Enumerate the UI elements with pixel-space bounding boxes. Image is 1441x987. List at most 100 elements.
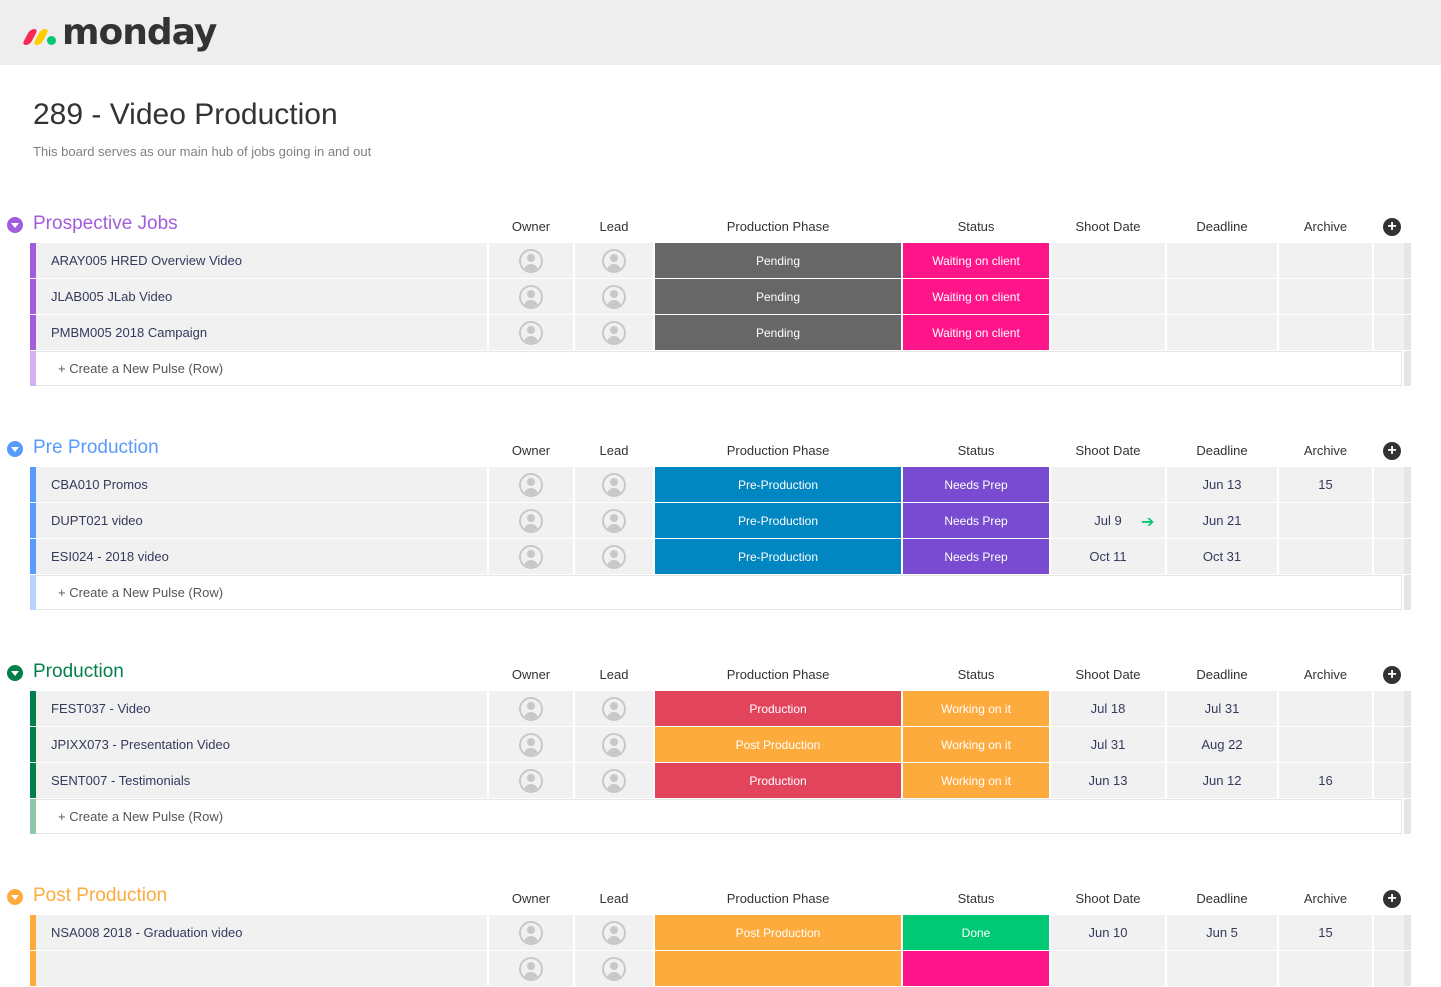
lead-cell[interactable] — [575, 763, 653, 798]
column-header-lead[interactable]: Lead — [599, 443, 629, 458]
deadline-cell[interactable]: Jul 31 — [1167, 691, 1277, 726]
add-column-icon[interactable]: + — [1383, 666, 1401, 684]
production-phase-cell[interactable]: Production — [655, 763, 901, 798]
scrollbar-track[interactable] — [1404, 799, 1411, 834]
production-phase-cell[interactable]: Pre-Production — [655, 467, 901, 502]
group-title[interactable]: Production — [33, 661, 124, 682]
production-phase-cell[interactable]: Pending — [655, 279, 901, 314]
owner-cell[interactable] — [489, 467, 573, 502]
group-collapse-icon[interactable] — [7, 441, 23, 457]
status-cell[interactable]: Needs Prep — [903, 539, 1049, 574]
lead-cell[interactable] — [575, 503, 653, 538]
column-header-status[interactable]: Status — [957, 667, 995, 682]
column-header-owner[interactable]: Owner — [511, 667, 551, 682]
status-cell[interactable]: Working on it — [903, 763, 1049, 798]
column-header-status[interactable]: Status — [957, 443, 995, 458]
column-header-deadline[interactable]: Deadline — [1196, 667, 1248, 682]
pulse-name[interactable]: CBA010 Promos — [36, 467, 487, 502]
shoot-date-cell[interactable]: Jun 10 — [1051, 915, 1165, 950]
status-cell[interactable]: Waiting on client — [903, 279, 1049, 314]
pulse-name[interactable]: FEST037 - Video — [36, 691, 487, 726]
shoot-date-cell[interactable] — [1051, 315, 1165, 350]
owner-cell[interactable] — [489, 539, 573, 574]
pulse-name[interactable]: ARAY005 HRED Overview Video — [36, 243, 487, 278]
add-column-icon[interactable]: + — [1383, 890, 1401, 908]
scrollbar-track[interactable] — [1404, 575, 1411, 610]
column-header-archive[interactable]: Archive — [1303, 667, 1348, 682]
column-header-lead[interactable]: Lead — [599, 667, 629, 682]
lead-cell[interactable] — [575, 951, 653, 986]
archive-cell[interactable] — [1279, 503, 1372, 538]
column-header-archive[interactable]: Archive — [1303, 443, 1348, 458]
owner-cell[interactable] — [489, 691, 573, 726]
archive-cell[interactable] — [1279, 279, 1372, 314]
group-collapse-icon[interactable] — [7, 889, 23, 905]
pulse-name[interactable]: ESI024 - 2018 video — [36, 539, 487, 574]
production-phase-cell[interactable]: Post Production — [655, 727, 901, 762]
lead-cell[interactable] — [575, 243, 653, 278]
shoot-date-cell[interactable] — [1051, 279, 1165, 314]
production-phase-cell[interactable]: Pre-Production — [655, 503, 901, 538]
column-header-production-phase[interactable]: Production Phase — [726, 667, 830, 682]
archive-cell[interactable]: 15 — [1279, 467, 1372, 502]
scrollbar-track[interactable] — [1404, 243, 1411, 278]
status-cell[interactable]: Needs Prep — [903, 503, 1049, 538]
add-column-icon[interactable]: + — [1383, 218, 1401, 236]
column-header-status[interactable]: Status — [957, 219, 995, 234]
group-title[interactable]: Prospective Jobs — [33, 213, 178, 234]
shoot-date-cell[interactable]: Jun 13 — [1051, 763, 1165, 798]
lead-cell[interactable] — [575, 467, 653, 502]
owner-cell[interactable] — [489, 727, 573, 762]
column-header-lead[interactable]: Lead — [599, 219, 629, 234]
create-new-pulse-button[interactable]: + Create a New Pulse (Row) — [36, 351, 1402, 386]
deadline-cell[interactable]: Jun 12 — [1167, 763, 1277, 798]
group-title[interactable]: Post Production — [33, 885, 168, 906]
archive-cell[interactable]: 16 — [1279, 763, 1372, 798]
board-title[interactable]: 289 - Video Production — [33, 98, 338, 131]
archive-cell[interactable] — [1279, 539, 1372, 574]
production-phase-cell[interactable]: Pending — [655, 243, 901, 278]
status-cell[interactable]: Done — [903, 915, 1049, 950]
owner-cell[interactable] — [489, 763, 573, 798]
group-title[interactable]: Pre Production — [33, 437, 159, 458]
shoot-date-cell[interactable] — [1051, 243, 1165, 278]
create-new-pulse-button[interactable]: + Create a New Pulse (Row) — [36, 799, 1402, 834]
deadline-cell[interactable]: Jun 13 — [1167, 467, 1277, 502]
shoot-date-cell[interactable]: Jul 18 — [1051, 691, 1165, 726]
production-phase-cell[interactable]: Production — [655, 691, 901, 726]
production-phase-cell[interactable]: Post Production — [655, 915, 901, 950]
column-header-shoot-date[interactable]: Shoot Date — [1075, 443, 1141, 458]
column-header-production-phase[interactable]: Production Phase — [726, 443, 830, 458]
column-header-owner[interactable]: Owner — [511, 443, 551, 458]
pulse-name[interactable]: PMBM005 2018 Campaign — [36, 315, 487, 350]
column-header-deadline[interactable]: Deadline — [1196, 219, 1248, 234]
status-cell[interactable] — [903, 951, 1049, 986]
column-header-deadline[interactable]: Deadline — [1196, 891, 1248, 906]
lead-cell[interactable] — [575, 279, 653, 314]
scrollbar-track[interactable] — [1404, 503, 1411, 538]
scrollbar-track[interactable] — [1404, 951, 1411, 986]
pulse-name[interactable]: SENT007 - Testimonials — [36, 763, 487, 798]
shoot-date-cell[interactable] — [1051, 467, 1165, 502]
lead-cell[interactable] — [575, 315, 653, 350]
deadline-cell[interactable] — [1167, 279, 1277, 314]
status-cell[interactable]: Needs Prep — [903, 467, 1049, 502]
column-header-production-phase[interactable]: Production Phase — [726, 891, 830, 906]
deadline-cell[interactable]: Jun 21 — [1167, 503, 1277, 538]
owner-cell[interactable] — [489, 243, 573, 278]
lead-cell[interactable] — [575, 691, 653, 726]
column-header-shoot-date[interactable]: Shoot Date — [1075, 667, 1141, 682]
create-new-pulse-button[interactable]: + Create a New Pulse (Row) — [36, 575, 1402, 610]
column-header-archive[interactable]: Archive — [1303, 891, 1348, 906]
column-header-owner[interactable]: Owner — [511, 891, 551, 906]
column-header-deadline[interactable]: Deadline — [1196, 443, 1248, 458]
column-header-archive[interactable]: Archive — [1303, 219, 1348, 234]
shoot-date-cell[interactable] — [1051, 951, 1165, 986]
scrollbar-track[interactable] — [1404, 727, 1411, 762]
archive-cell[interactable]: 15 — [1279, 915, 1372, 950]
archive-cell[interactable] — [1279, 727, 1372, 762]
pulse-name[interactable]: JLAB005 JLab Video — [36, 279, 487, 314]
deadline-cell[interactable] — [1167, 243, 1277, 278]
column-header-shoot-date[interactable]: Shoot Date — [1075, 219, 1141, 234]
owner-cell[interactable] — [489, 951, 573, 986]
